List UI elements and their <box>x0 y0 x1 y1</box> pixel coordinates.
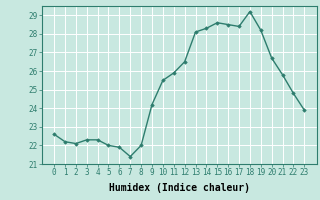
X-axis label: Humidex (Indice chaleur): Humidex (Indice chaleur) <box>109 183 250 193</box>
